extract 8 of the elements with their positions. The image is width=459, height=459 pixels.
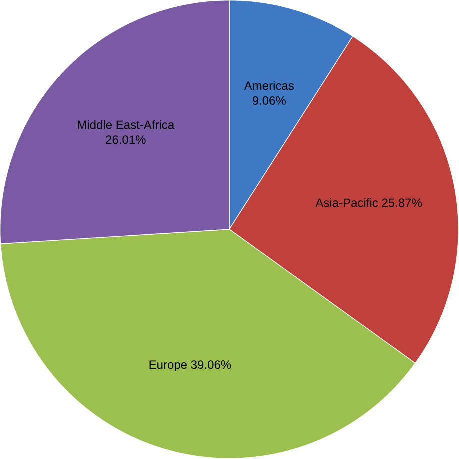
data-label: 39.06% [191, 360, 232, 370]
data-label: 25.87% [382, 198, 422, 208]
slice-label: Middle East-Africa [78, 120, 175, 130]
slice-label: Asia-Pacific [316, 198, 378, 208]
slice-label: Americas [244, 81, 294, 90]
data-label: 9.06% [252, 96, 286, 105]
slice-label: Europe [150, 360, 187, 372]
data-label: 26.01% [106, 136, 146, 144]
